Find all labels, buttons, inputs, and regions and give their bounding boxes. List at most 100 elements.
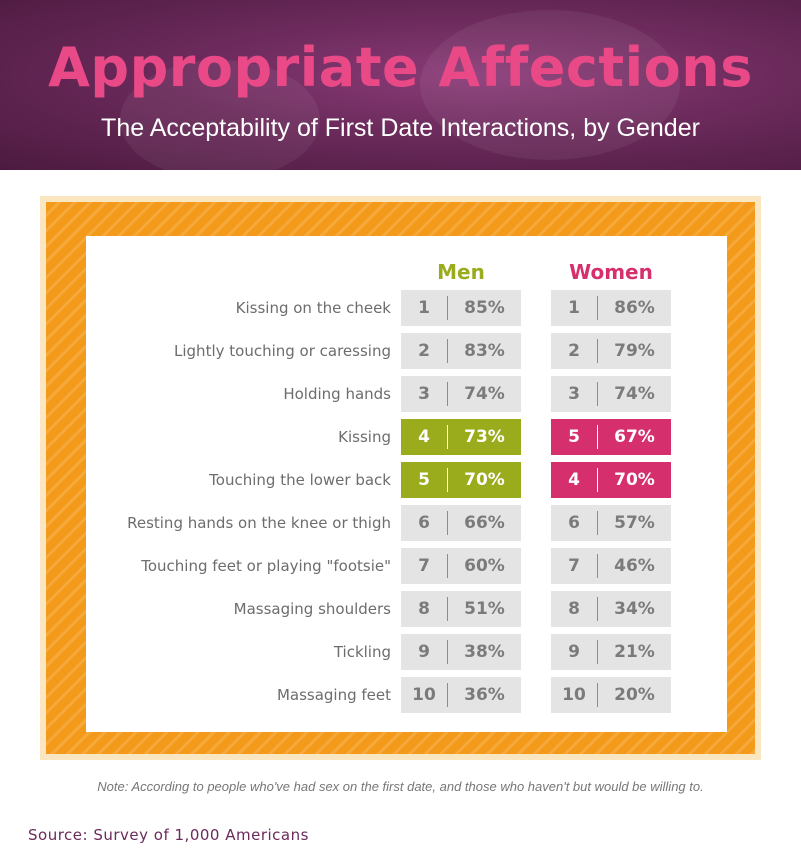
- men-percent: 73%: [464, 427, 505, 447]
- background-shape: [120, 60, 320, 170]
- cell-divider: [447, 468, 448, 492]
- men-percent: 83%: [464, 341, 505, 361]
- row-label: Holding hands: [283, 385, 391, 403]
- men-cell: 6 66%: [401, 505, 521, 541]
- men-cell: 5 70%: [401, 462, 521, 498]
- men-rank: 10: [412, 685, 436, 705]
- women-cell: 3 74%: [551, 376, 671, 412]
- men-rank: 5: [418, 470, 430, 490]
- women-percent: 20%: [614, 685, 655, 705]
- source-line: Source: Survey of 1,000 Americans: [28, 826, 309, 844]
- men-cell: 7 60%: [401, 548, 521, 584]
- women-percent: 70%: [614, 470, 655, 490]
- cell-divider: [447, 425, 448, 449]
- row-label: Resting hands on the knee or thigh: [127, 514, 391, 532]
- footnote: Note: According to people who've had sex…: [97, 779, 704, 794]
- row-label: Tickling: [333, 643, 391, 661]
- header-banner: Appropriate Affections The Acceptability…: [0, 0, 801, 170]
- men-rank: 3: [418, 384, 430, 404]
- men-cell: 2 83%: [401, 333, 521, 369]
- women-cell: 4 70%: [551, 462, 671, 498]
- men-cell: 9 38%: [401, 634, 521, 670]
- men-cell: 3 74%: [401, 376, 521, 412]
- row-label: Massaging shoulders: [233, 600, 391, 618]
- women-rank: 4: [568, 470, 580, 490]
- women-cell: 2 79%: [551, 333, 671, 369]
- women-cell: 5 67%: [551, 419, 671, 455]
- women-percent: 57%: [614, 513, 655, 533]
- women-percent: 67%: [614, 427, 655, 447]
- men-cell: 1 85%: [401, 290, 521, 326]
- cell-divider: [597, 683, 598, 707]
- men-rank: 8: [418, 599, 430, 619]
- men-rank: 4: [418, 427, 430, 447]
- cell-divider: [447, 339, 448, 363]
- men-rank: 1: [418, 298, 430, 318]
- women-rank: 8: [568, 599, 580, 619]
- column-header-women: Women: [569, 260, 653, 284]
- women-rank: 9: [568, 642, 580, 662]
- men-rank: 6: [418, 513, 430, 533]
- cell-divider: [597, 597, 598, 621]
- women-cell: 1 86%: [551, 290, 671, 326]
- women-percent: 46%: [614, 556, 655, 576]
- women-percent: 21%: [614, 642, 655, 662]
- women-rank: 2: [568, 341, 580, 361]
- cell-divider: [447, 597, 448, 621]
- men-percent: 70%: [464, 470, 505, 490]
- men-cell: 10 36%: [401, 677, 521, 713]
- cell-divider: [597, 554, 598, 578]
- cell-divider: [447, 511, 448, 535]
- column-header-men: Men: [437, 260, 485, 284]
- men-percent: 36%: [464, 685, 505, 705]
- row-label: Touching the lower back: [209, 471, 391, 489]
- women-rank: 5: [568, 427, 580, 447]
- page-title: Appropriate Affections: [48, 36, 753, 99]
- cell-divider: [597, 468, 598, 492]
- men-percent: 38%: [464, 642, 505, 662]
- women-rank: 10: [562, 685, 586, 705]
- cell-divider: [597, 296, 598, 320]
- men-percent: 60%: [464, 556, 505, 576]
- cell-divider: [447, 382, 448, 406]
- cell-divider: [447, 640, 448, 664]
- background-shape: [420, 10, 680, 160]
- men-percent: 85%: [464, 298, 505, 318]
- women-rank: 3: [568, 384, 580, 404]
- women-percent: 86%: [614, 298, 655, 318]
- men-percent: 74%: [464, 384, 505, 404]
- women-rank: 6: [568, 513, 580, 533]
- women-percent: 74%: [614, 384, 655, 404]
- table-frame: Men Women Kissing on the cheek 1 85% 1 86% Li…: [40, 196, 761, 760]
- men-rank: 2: [418, 341, 430, 361]
- women-cell: 6 57%: [551, 505, 671, 541]
- women-cell: 8 34%: [551, 591, 671, 627]
- women-cell: 7 46%: [551, 548, 671, 584]
- cell-divider: [447, 554, 448, 578]
- men-cell: 4 73%: [401, 419, 521, 455]
- women-rank: 7: [568, 556, 580, 576]
- row-label: Kissing: [338, 428, 391, 446]
- row-label: Massaging feet: [276, 686, 391, 704]
- row-label: Kissing on the cheek: [235, 299, 391, 317]
- cell-divider: [447, 296, 448, 320]
- men-rank: 9: [418, 642, 430, 662]
- women-rank: 1: [568, 298, 580, 318]
- cell-divider: [597, 640, 598, 664]
- men-cell: 8 51%: [401, 591, 521, 627]
- women-cell: 10 20%: [551, 677, 671, 713]
- page-subtitle: The Acceptability of First Date Interact…: [101, 114, 700, 142]
- men-rank: 7: [418, 556, 430, 576]
- women-percent: 34%: [614, 599, 655, 619]
- cell-divider: [597, 511, 598, 535]
- cell-divider: [447, 683, 448, 707]
- row-label: Touching feet or playing "footsie": [141, 557, 391, 575]
- row-label: Lightly touching or caressing: [174, 342, 391, 360]
- cell-divider: [597, 339, 598, 363]
- women-percent: 79%: [614, 341, 655, 361]
- cell-divider: [597, 382, 598, 406]
- men-percent: 66%: [464, 513, 505, 533]
- men-percent: 51%: [464, 599, 505, 619]
- cell-divider: [597, 425, 598, 449]
- women-cell: 9 21%: [551, 634, 671, 670]
